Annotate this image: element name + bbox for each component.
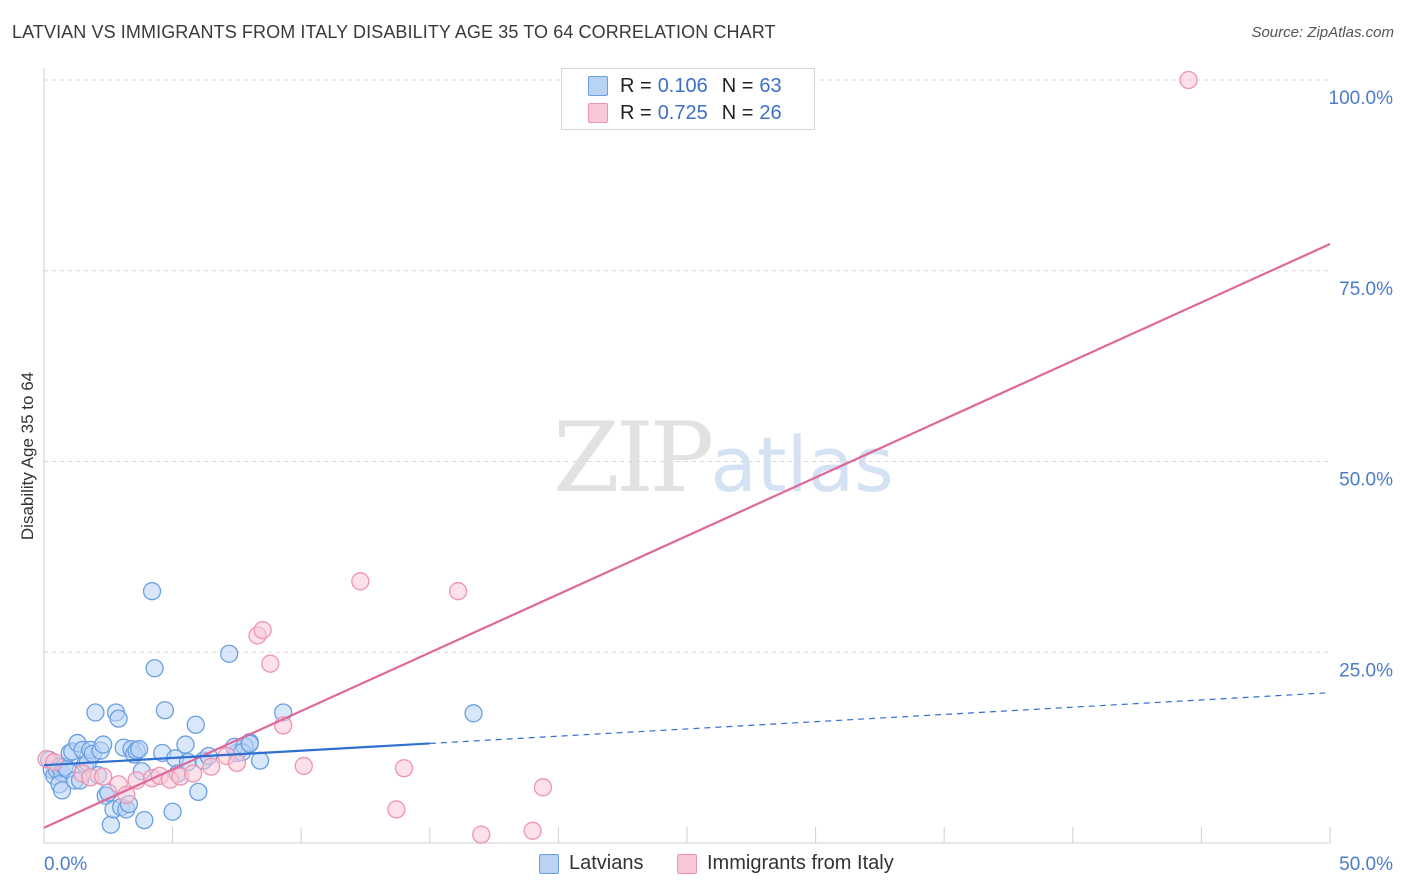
latvians-point: [101, 815, 121, 834]
italy-point: [1179, 70, 1198, 90]
italy-swatch: [677, 853, 697, 874]
latvians-point: [109, 709, 128, 728]
italy-point: [394, 759, 414, 778]
latvians-point: [130, 740, 149, 759]
latvians-points: [39, 582, 483, 834]
latvians-swatch: [588, 76, 608, 96]
latvians-trend-line: [43, 742, 430, 767]
italy-point: [472, 825, 491, 844]
r-label: R =: [620, 101, 652, 124]
italy-point: [227, 753, 247, 773]
source-label: Source: ZipAtlas.com: [1251, 24, 1394, 41]
italy-point: [448, 582, 468, 601]
chart-title: LATVIAN VS IMMIGRANTS FROM ITALY DISABIL…: [12, 22, 776, 42]
legend-label-latvians: Latvians: [569, 852, 644, 874]
latvians-point: [163, 802, 182, 821]
grid-lines: [44, 79, 1330, 653]
watermark-zip: ZIP: [553, 402, 714, 514]
tick-labels: 100.0% 75.0% 50.0% 25.0% 0.0% 50.0%: [44, 88, 1393, 875]
y-tick-label: 75.0%: [1339, 279, 1393, 300]
legend-item-italy[interactable]: Immigrants from Italy: [677, 852, 894, 875]
italy-point: [387, 800, 406, 819]
latvians-trend-extension: [429, 692, 1331, 745]
italy-point: [202, 757, 221, 776]
watermark: ZIPatlas: [553, 402, 894, 514]
italy-point: [184, 764, 203, 783]
n-value: 26: [759, 101, 782, 124]
legend-item-latvians[interactable]: Latvians: [539, 852, 644, 875]
italy-point: [294, 756, 313, 776]
stats-row-latvians: R = 0.106 N = 63: [588, 73, 782, 99]
italy-point: [117, 785, 136, 805]
latvians-point: [220, 644, 239, 663]
italy-trend-line: [43, 243, 1331, 829]
y-tick-label: 50.0%: [1339, 470, 1393, 491]
latvians-point: [52, 781, 72, 800]
stats-row-italy: R = 0.725 N = 26: [588, 100, 782, 126]
r-value: 0.106: [657, 74, 708, 97]
watermark-atlas: atlas: [710, 420, 894, 509]
latvians-point: [142, 582, 162, 601]
italy-point: [94, 767, 113, 786]
latvians-point: [176, 735, 195, 754]
latvians-point: [145, 659, 164, 678]
stats-legend: R = 0.106 N = 63 R = 0.725 N = 26: [561, 68, 815, 130]
latvians-point: [94, 735, 113, 754]
x-tick-label: 0.0%: [44, 854, 87, 875]
latvians-point: [135, 810, 154, 830]
italy-swatch: [588, 103, 608, 123]
latvians-point: [250, 751, 270, 770]
latvians-point: [155, 701, 175, 720]
y-tick-label: 25.0%: [1339, 660, 1393, 681]
r-label: R =: [620, 74, 652, 97]
italy-point: [351, 572, 370, 591]
latvians-point: [189, 782, 208, 802]
r-value: 0.725: [657, 101, 708, 124]
italy-points: [37, 70, 1198, 844]
italy-point: [253, 620, 272, 640]
n-label: N =: [721, 74, 754, 97]
italy-point: [45, 752, 64, 772]
axes: [43, 68, 1331, 844]
italy-point: [261, 654, 280, 673]
x-tick-label: 50.0%: [1339, 854, 1393, 875]
latvians-point: [464, 704, 483, 723]
y-tick-label: 100.0%: [1329, 88, 1394, 109]
n-value: 63: [759, 74, 782, 97]
trend-lines: [43, 243, 1331, 829]
n-label: N =: [721, 101, 754, 124]
latvians-swatch: [539, 853, 559, 874]
legend-label-italy: Immigrants from Italy: [707, 852, 894, 874]
latvians-point: [186, 715, 205, 734]
italy-point: [523, 821, 542, 840]
italy-point: [533, 778, 553, 797]
latvians-point: [86, 703, 105, 722]
